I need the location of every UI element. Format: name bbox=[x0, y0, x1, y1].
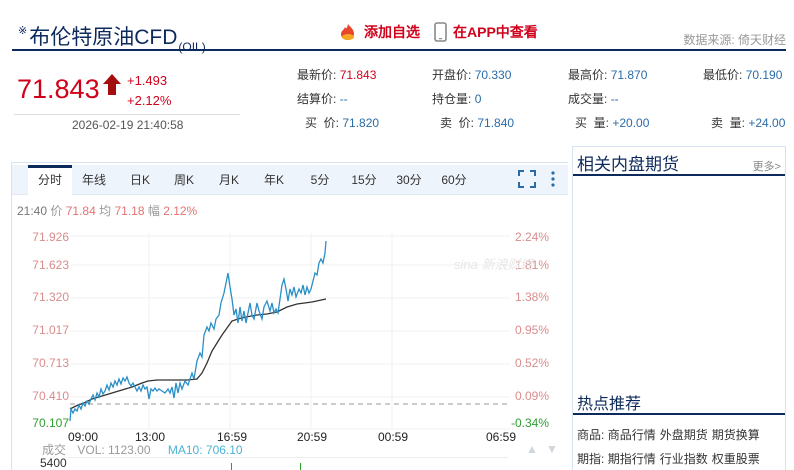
scroll-up-icon[interactable]: ▲ bbox=[526, 442, 538, 456]
flame-icon bbox=[341, 24, 354, 40]
quote-timestamp: 2026-02-19 21:40:58 bbox=[72, 118, 184, 132]
pct-tick: 0.52% bbox=[515, 356, 550, 370]
stat-high: 最高价: 71.870 bbox=[568, 68, 648, 82]
chart-tabs: 分时 年线 日K 周K 月K 年K 5分 15分 30分 60分 bbox=[12, 165, 568, 195]
y-tick: 71.926 bbox=[32, 230, 69, 244]
up-arrow-icon bbox=[103, 74, 121, 95]
stats-row: 最新价: 71.843 开盘价: 70.330 最高价: 71.870 最低价:… bbox=[297, 67, 783, 91]
add-watchlist-label: 添加自选 bbox=[364, 24, 420, 40]
y-tick: 71.623 bbox=[32, 258, 69, 272]
header-actions: 添加自选 在APP中查看 bbox=[338, 22, 538, 42]
link-foreign-futures[interactable]: 外盘期货 bbox=[659, 428, 708, 442]
y-tick: 70.107 bbox=[32, 416, 69, 430]
stat-volume: 成交量: -- bbox=[568, 92, 619, 106]
price-change: +1.493 bbox=[127, 73, 168, 88]
link-index-futures-quotes[interactable]: 期指行情 bbox=[607, 452, 656, 466]
tab-yearly-k[interactable]: 年K bbox=[263, 173, 284, 187]
pct-tick: 0.95% bbox=[515, 323, 550, 337]
tab-5min[interactable]: 5分 bbox=[310, 173, 330, 187]
chart-panel: 分时 年线 日K 周K 月K 年K 5分 15分 30分 60分 21:40 价… bbox=[11, 162, 568, 470]
pct-tick: 1.81% bbox=[515, 258, 550, 272]
link-futures-converter[interactable]: 期货换算 bbox=[711, 428, 760, 442]
volume-divider bbox=[68, 457, 508, 458]
tab-yearline[interactable]: 年线 bbox=[81, 173, 106, 187]
page-header: ※布伦特原油CFD(OIL) 添加自选 在APP中查看 数据来源: 倚天财经 bbox=[12, 14, 786, 54]
tab-monthly-k[interactable]: 月K bbox=[218, 173, 239, 187]
stat-low: 最低价: 70.190 bbox=[703, 68, 783, 82]
divider bbox=[14, 114, 240, 115]
title-mark: ※ bbox=[18, 25, 28, 37]
page-title: ※布伦特原油CFD(OIL) bbox=[18, 18, 206, 60]
stat-bid: 买 价: 71.820 bbox=[305, 116, 380, 130]
view-in-app-label: 在APP中查看 bbox=[453, 24, 538, 40]
tab-15min[interactable]: 15分 bbox=[351, 173, 377, 187]
volume-axis-top: 5400 bbox=[40, 456, 67, 470]
volume-info: 成交 VOL: 1123.00 MA10: 706.10 bbox=[42, 443, 243, 457]
x-tick: 13:00 bbox=[135, 430, 166, 444]
related-futures-header: 相关内盘期货 更多> bbox=[573, 147, 785, 176]
instrument-code: (OIL) bbox=[178, 40, 206, 54]
stats-row: 结算价: -- 持仓量: 0 成交量: -- bbox=[297, 91, 783, 115]
tab-60min[interactable]: 60分 bbox=[441, 173, 467, 187]
x-tick: 09:00 bbox=[68, 430, 99, 444]
x-tick: 00:59 bbox=[378, 430, 409, 444]
svg-text:sina 新浪财经: sina 新浪财经 bbox=[454, 257, 535, 272]
tab-weekly-k[interactable]: 周K bbox=[173, 173, 194, 187]
y-tick: 71.017 bbox=[32, 323, 69, 337]
x-tick: 20:59 bbox=[297, 430, 328, 444]
instrument-name: 布伦特原油CFD bbox=[29, 26, 178, 49]
stats-grid: 最新价: 71.843 开盘价: 70.330 最高价: 71.870 最低价:… bbox=[297, 67, 786, 139]
hot-row-commodity: 商品: 商品行情 外盘期货 期货换算 bbox=[577, 428, 760, 442]
hot-row-index-futures: 期指: 期指行情 行业指数 权重股票 bbox=[577, 452, 760, 466]
x-tick: 16:59 bbox=[217, 430, 248, 444]
data-source: 数据来源: 倚天财经 bbox=[683, 33, 786, 47]
tab-30min[interactable]: 30分 bbox=[396, 173, 422, 187]
x-tick: 06:59 bbox=[486, 430, 517, 444]
sidebar: 相关内盘期货 更多> 热点推荐 商品: 商品行情 外盘期货 期货换算 期指: 期指行… bbox=[572, 146, 786, 470]
stat-last: 最新价: 71.843 bbox=[297, 68, 377, 82]
y-tick: 70.410 bbox=[32, 389, 69, 403]
last-price: 71.843 bbox=[17, 74, 100, 104]
stat-bid-size: 买 量: +20.00 bbox=[575, 116, 650, 130]
pct-tick: 1.38% bbox=[515, 290, 550, 304]
tab-daily-k[interactable]: 日K bbox=[129, 173, 150, 187]
stat-ask-size: 卖 量: +24.00 bbox=[711, 116, 786, 130]
view-in-app-button[interactable]: 在APP中查看 bbox=[434, 22, 538, 42]
volume-bar bbox=[231, 463, 232, 470]
tab-intraday[interactable]: 分时 bbox=[28, 165, 72, 195]
hot-recommend-header: 热点推荐 bbox=[573, 388, 785, 415]
stat-ask: 卖 价: 71.840 bbox=[440, 116, 515, 130]
more-options-icon[interactable] bbox=[550, 170, 556, 188]
scroll-down-icon[interactable]: ▼ bbox=[546, 442, 558, 456]
price-change-pct: +2.12% bbox=[127, 93, 172, 108]
change-block: +1.493 +2.12% bbox=[127, 71, 171, 111]
volume-bar bbox=[300, 463, 301, 470]
link-weighted-stocks[interactable]: 权重股票 bbox=[711, 452, 760, 466]
hot-recommend-title: 热点推荐 bbox=[577, 396, 642, 413]
pct-tick: 2.24% bbox=[515, 230, 550, 244]
pct-tick: 0.09% bbox=[515, 389, 550, 403]
add-watchlist-button[interactable]: 添加自选 bbox=[338, 22, 420, 42]
related-futures-title: 相关内盘期货 bbox=[577, 155, 679, 174]
pct-tick: -0.34% bbox=[511, 416, 550, 430]
price-plot: sina 新浪财经 bbox=[69, 233, 535, 430]
stat-open: 开盘价: 70.330 bbox=[432, 68, 512, 82]
y-tick: 71.320 bbox=[32, 290, 69, 304]
stat-settle: 结算价: -- bbox=[297, 92, 348, 106]
chart-crosshair-info: 21:40 价 71.84 均 71.18 幅 2.12% bbox=[17, 204, 198, 218]
intraday-chart[interactable]: 71.926 71.623 71.320 71.017 70.713 70.41… bbox=[12, 223, 568, 470]
y-tick: 70.713 bbox=[32, 356, 69, 370]
stats-row: 买 价: 71.820 卖 价: 71.840 买 量: +20.00 卖 量:… bbox=[297, 115, 786, 139]
phone-icon bbox=[434, 22, 447, 42]
fullscreen-icon[interactable] bbox=[518, 170, 536, 188]
link-commodity-quotes[interactable]: 商品行情 bbox=[607, 428, 656, 442]
stat-open-interest: 持仓量: 0 bbox=[432, 92, 482, 106]
more-link[interactable]: 更多> bbox=[752, 161, 781, 173]
link-industry-index[interactable]: 行业指数 bbox=[659, 452, 708, 466]
